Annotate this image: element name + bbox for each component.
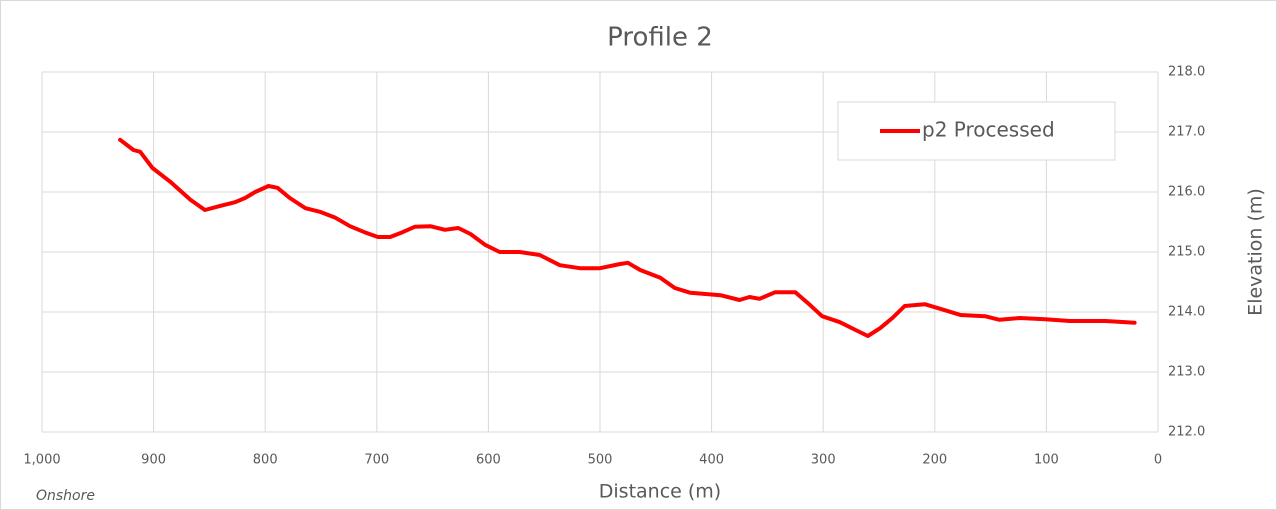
- y-tick-label: 215.0: [1168, 245, 1205, 260]
- x-tick-label: 700: [364, 453, 389, 468]
- y-tick-label: 212.0: [1168, 425, 1205, 440]
- legend-label: p2 Processed: [922, 118, 1055, 142]
- y-tick-label: 218.0: [1168, 65, 1205, 80]
- x-tick-label: 500: [588, 453, 613, 468]
- x-tick-label: 300: [811, 453, 836, 468]
- y-tick-label: 213.0: [1168, 365, 1205, 380]
- x-tick-label: 200: [922, 453, 947, 468]
- y-tick-label: 217.0: [1168, 125, 1205, 140]
- x-tick-label: 400: [699, 453, 724, 468]
- x-tick-label: 600: [476, 453, 501, 468]
- x-tick-label: 100: [1034, 453, 1059, 468]
- x-tick-label: 800: [253, 453, 278, 468]
- y-tick-label: 216.0: [1168, 185, 1205, 200]
- y-tick-label: 214.0: [1168, 305, 1205, 320]
- x-tick-label: 0: [1154, 453, 1162, 468]
- annotation: Onshore: [36, 488, 95, 504]
- x-tick-label: 900: [141, 453, 166, 468]
- y-axis-label: Elevation (m): [1245, 188, 1267, 316]
- x-tick-label: 1,000: [23, 453, 60, 468]
- data-line: [118, 137, 1137, 338]
- x-axis-label: Distance (m): [599, 481, 721, 503]
- chart-title: Profile 2: [607, 23, 713, 53]
